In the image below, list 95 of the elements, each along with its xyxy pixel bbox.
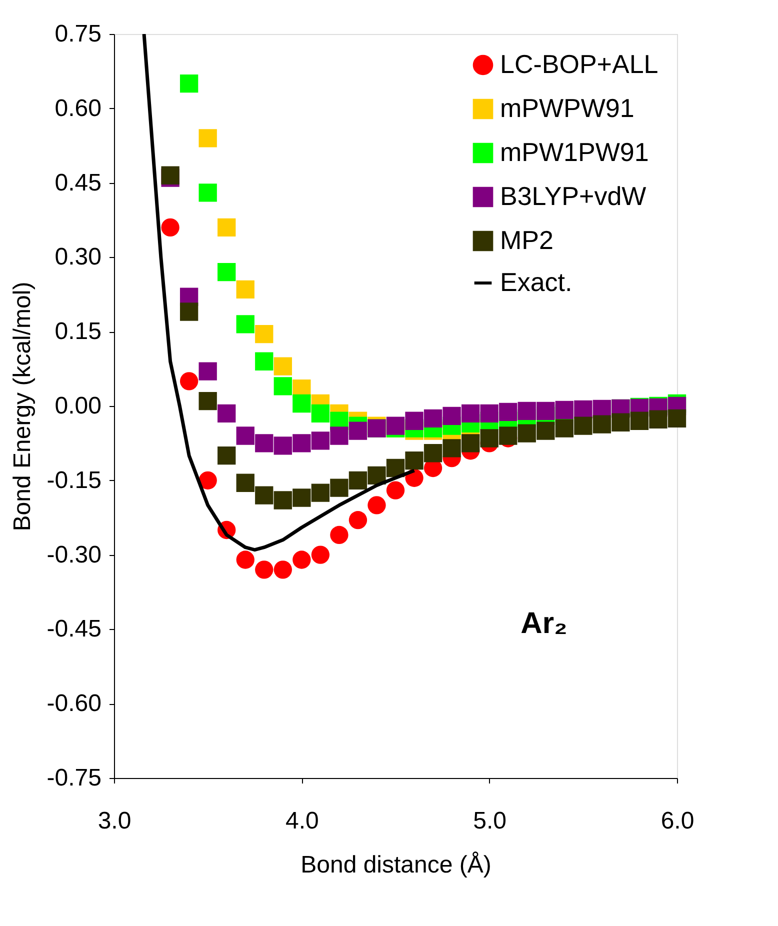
point [198,362,217,380]
point [180,372,198,390]
point [424,409,442,428]
point [292,434,311,452]
point [348,422,368,440]
point [480,404,498,423]
point [274,357,292,376]
point [255,434,274,452]
y-tick-label: 0.15 [54,318,102,346]
legend-label: B3LYP+vdW [500,181,647,211]
annotation: Ar₂ [520,607,568,640]
point [180,74,198,93]
point [555,400,574,420]
point [461,434,480,452]
legend-label: LC-BOP+ALL [500,49,658,79]
y-tick-label: -0.45 [46,616,102,643]
y-tick-label: -0.30 [46,541,102,568]
point [255,352,274,370]
point [311,484,330,502]
point [405,412,424,430]
y-tick-label: 0.30 [54,244,102,271]
point [292,550,311,569]
point [555,419,574,438]
point [311,404,330,423]
y-tick-label: -0.75 [46,764,102,792]
point [574,416,592,435]
legend-label: mPWPW91 [500,93,634,123]
legend-label: MP2 [500,225,554,255]
y-tick-label: 0.60 [54,94,102,122]
y-axis-title: Bond Energy (kcal/mol) [8,282,36,532]
point [461,404,480,423]
point [180,302,198,321]
point [668,409,686,428]
legend-label: Exact. [500,267,572,297]
point [405,451,424,470]
point [292,394,311,413]
point [330,478,348,497]
point [499,426,518,445]
point [348,471,368,490]
point [218,446,236,465]
point [574,400,592,419]
point [198,184,217,202]
point [368,466,386,485]
point [368,496,386,514]
point [330,526,348,544]
y-tick-label: 0.45 [54,169,102,196]
x-tick-label: 6.0 [660,808,694,834]
point [630,412,649,430]
point [218,218,236,237]
point [236,426,254,445]
point [274,560,292,579]
point [274,377,292,396]
point [442,439,461,458]
point [480,429,498,448]
point [161,218,180,237]
point [442,406,461,426]
point [499,402,518,422]
point [255,560,274,579]
point [236,474,254,492]
point [255,324,274,344]
point [218,404,236,423]
y-tick-label: 0.75 [54,20,102,48]
point [255,486,274,504]
y-tick-label: -0.60 [46,690,102,718]
y-tick-label: -0.15 [46,466,102,494]
point [612,413,630,432]
point [198,392,217,410]
point [292,488,311,507]
point [649,410,668,428]
point [236,315,254,334]
point [198,471,217,490]
point [311,546,330,564]
point [330,426,348,445]
x-tick-label: 4.0 [285,808,319,834]
x-axis-title: Bond distance (Å) [300,852,492,878]
x-tick-label: 5.0 [473,808,507,834]
point [518,402,536,420]
point [348,511,368,530]
legend-label: mPW1PW91 [500,137,649,167]
point [274,436,292,455]
point [218,262,236,282]
point [424,444,442,462]
point [386,481,405,500]
point [236,550,254,569]
point [274,491,292,510]
point [518,424,536,442]
x-tick-label: 3.0 [98,808,132,834]
point [311,432,330,450]
y-tick-label: 0.00 [54,392,102,420]
point [536,402,555,420]
point [236,280,254,299]
point [536,422,555,440]
point [592,415,612,434]
point [198,129,217,148]
point [386,458,405,478]
